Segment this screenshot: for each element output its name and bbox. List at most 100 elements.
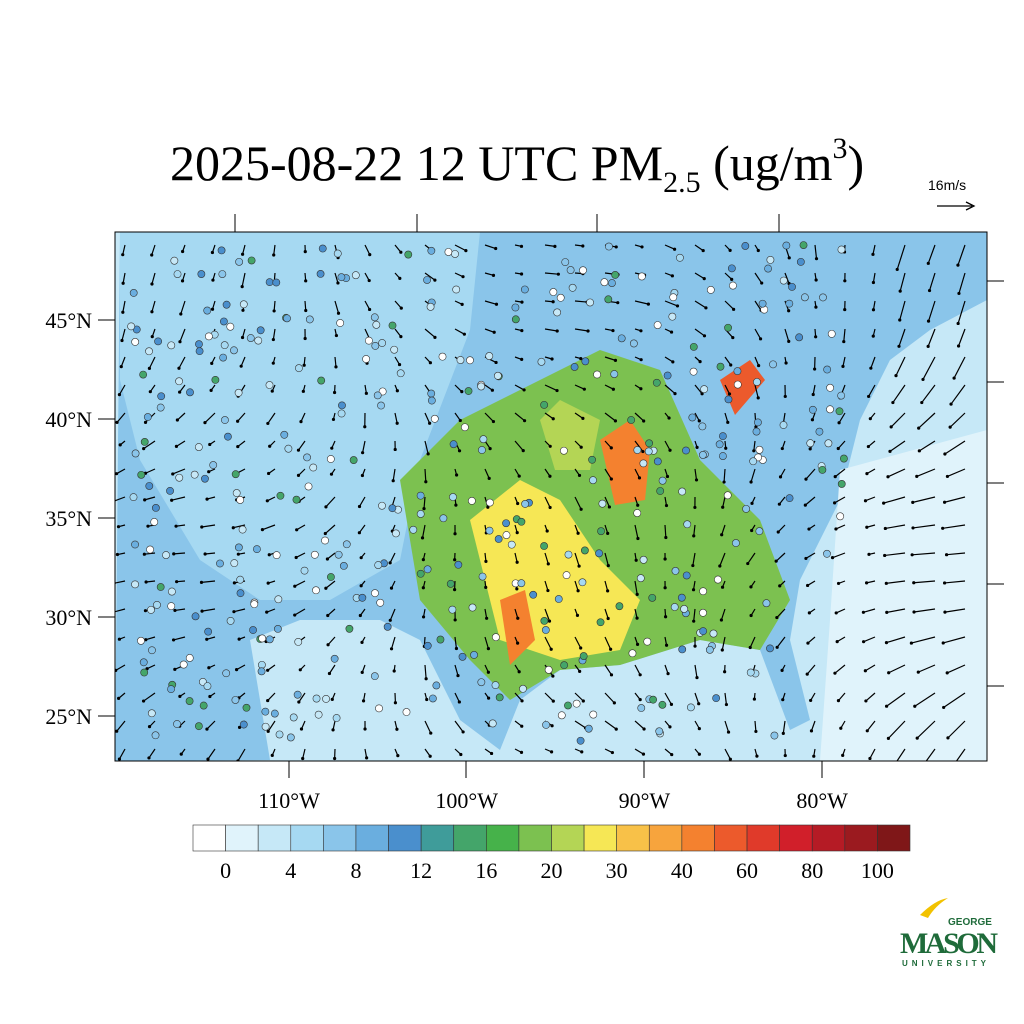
wind-arrow bbox=[889, 440, 906, 452]
wind-arrow-head bbox=[173, 608, 177, 613]
wind-arrow bbox=[122, 272, 126, 284]
wind-arrow-head bbox=[520, 724, 524, 728]
wind-arrow-head bbox=[866, 444, 870, 449]
wind-arrow-head bbox=[117, 637, 122, 641]
station-dot bbox=[749, 457, 758, 466]
station-dot bbox=[312, 586, 320, 595]
wind-arrow-head bbox=[926, 344, 930, 348]
wind-arrow bbox=[834, 468, 846, 478]
station-dot bbox=[195, 347, 204, 356]
wind-arrow-head bbox=[834, 527, 838, 531]
wind-arrow bbox=[116, 720, 126, 732]
station-dot bbox=[658, 700, 667, 709]
wind-arrow bbox=[957, 300, 966, 324]
station-dot bbox=[209, 461, 218, 469]
wind-arrow-head bbox=[895, 267, 899, 272]
wind-arrow-head bbox=[457, 449, 462, 453]
station-dot bbox=[314, 710, 323, 719]
wind-arrow bbox=[754, 272, 763, 284]
wind-arrow-head bbox=[664, 643, 669, 647]
colorbar-box bbox=[225, 824, 259, 852]
station-dot bbox=[689, 342, 698, 351]
station-dot bbox=[668, 312, 677, 321]
wind-arrow bbox=[454, 720, 464, 733]
wind-arrow-head bbox=[453, 618, 457, 622]
station-dot bbox=[148, 646, 156, 655]
wind-arrow-head bbox=[920, 400, 924, 405]
wind-arrow bbox=[754, 328, 762, 340]
wind-arrow-head bbox=[665, 474, 670, 479]
wind-arrow bbox=[176, 412, 186, 421]
wind-arrow bbox=[514, 412, 525, 422]
station-dot bbox=[637, 272, 646, 281]
wind-arrow-head bbox=[749, 480, 753, 484]
wind-arrow bbox=[958, 272, 966, 294]
wind-arrow-head bbox=[693, 644, 697, 648]
wind-arrow-head bbox=[205, 637, 209, 641]
station-dot bbox=[579, 266, 587, 275]
wind-arrow-head bbox=[521, 448, 525, 453]
title-sup: 3 bbox=[833, 132, 848, 165]
wind-arrow-head bbox=[775, 615, 779, 620]
station-dot bbox=[584, 724, 593, 733]
station-dot bbox=[371, 341, 380, 350]
station-dot bbox=[656, 487, 665, 495]
wind-arrow-head bbox=[150, 282, 154, 286]
station-dot bbox=[204, 627, 213, 636]
wind-arrow-head bbox=[428, 754, 432, 758]
wind-arrow-head bbox=[864, 699, 868, 703]
wind-arrow-head bbox=[806, 641, 810, 645]
wind-arrow bbox=[294, 608, 306, 616]
station-dot bbox=[568, 283, 577, 292]
station-dot bbox=[427, 389, 436, 398]
wind-arrow-head bbox=[302, 363, 306, 367]
station-dot bbox=[627, 416, 636, 424]
wind-arrow bbox=[634, 300, 649, 305]
station-dot bbox=[219, 353, 228, 362]
wind-arrow-head bbox=[948, 425, 952, 429]
station-dot bbox=[788, 282, 796, 291]
wind-arrow-head bbox=[391, 479, 395, 483]
wind-arrow-head bbox=[364, 391, 368, 395]
wind-arrow bbox=[950, 384, 966, 405]
wind-arrow-head bbox=[917, 449, 921, 453]
station-dot bbox=[517, 579, 526, 588]
wind-arrow-head bbox=[889, 425, 893, 429]
wind-arrow-head bbox=[720, 585, 725, 589]
wind-arrow-head bbox=[365, 756, 369, 760]
station-dot bbox=[597, 527, 605, 536]
station-dot bbox=[564, 550, 573, 559]
station-dot bbox=[203, 306, 212, 315]
wind-arrow-head bbox=[484, 559, 488, 563]
wind-arrow-head bbox=[118, 443, 122, 447]
station-dot bbox=[553, 308, 562, 317]
wind-arrow-head bbox=[265, 610, 269, 614]
wind-arrow bbox=[115, 580, 126, 584]
wind-arrow bbox=[896, 244, 906, 270]
station-dot bbox=[826, 405, 834, 414]
wind-arrow bbox=[886, 608, 906, 613]
station-dot bbox=[458, 652, 467, 661]
wind-arrow-head bbox=[672, 247, 677, 251]
wind-arrow bbox=[927, 300, 936, 322]
wind-arrow bbox=[358, 496, 366, 507]
wind-arrow-head bbox=[892, 765, 895, 768]
wind-arrow-head bbox=[456, 673, 460, 678]
station-dot bbox=[137, 470, 146, 479]
station-dot bbox=[608, 279, 616, 287]
wind-arrow bbox=[122, 244, 126, 255]
wind-arrow bbox=[604, 580, 609, 592]
wind-arrow-head bbox=[336, 281, 340, 285]
wind-arrow bbox=[947, 468, 966, 477]
station-dot bbox=[272, 278, 281, 287]
station-dot bbox=[819, 293, 827, 302]
station-dot bbox=[556, 293, 565, 302]
station-dot bbox=[699, 451, 707, 459]
lat-labels: 45°N 40°N 35°N 30°N 25°N bbox=[45, 308, 92, 729]
station-dot bbox=[823, 549, 831, 558]
wind-arrow-head bbox=[175, 580, 179, 584]
station-dot bbox=[478, 446, 486, 454]
wind-arrow bbox=[944, 440, 966, 455]
wind-arrow-head bbox=[807, 527, 811, 531]
station-dot bbox=[157, 392, 166, 401]
